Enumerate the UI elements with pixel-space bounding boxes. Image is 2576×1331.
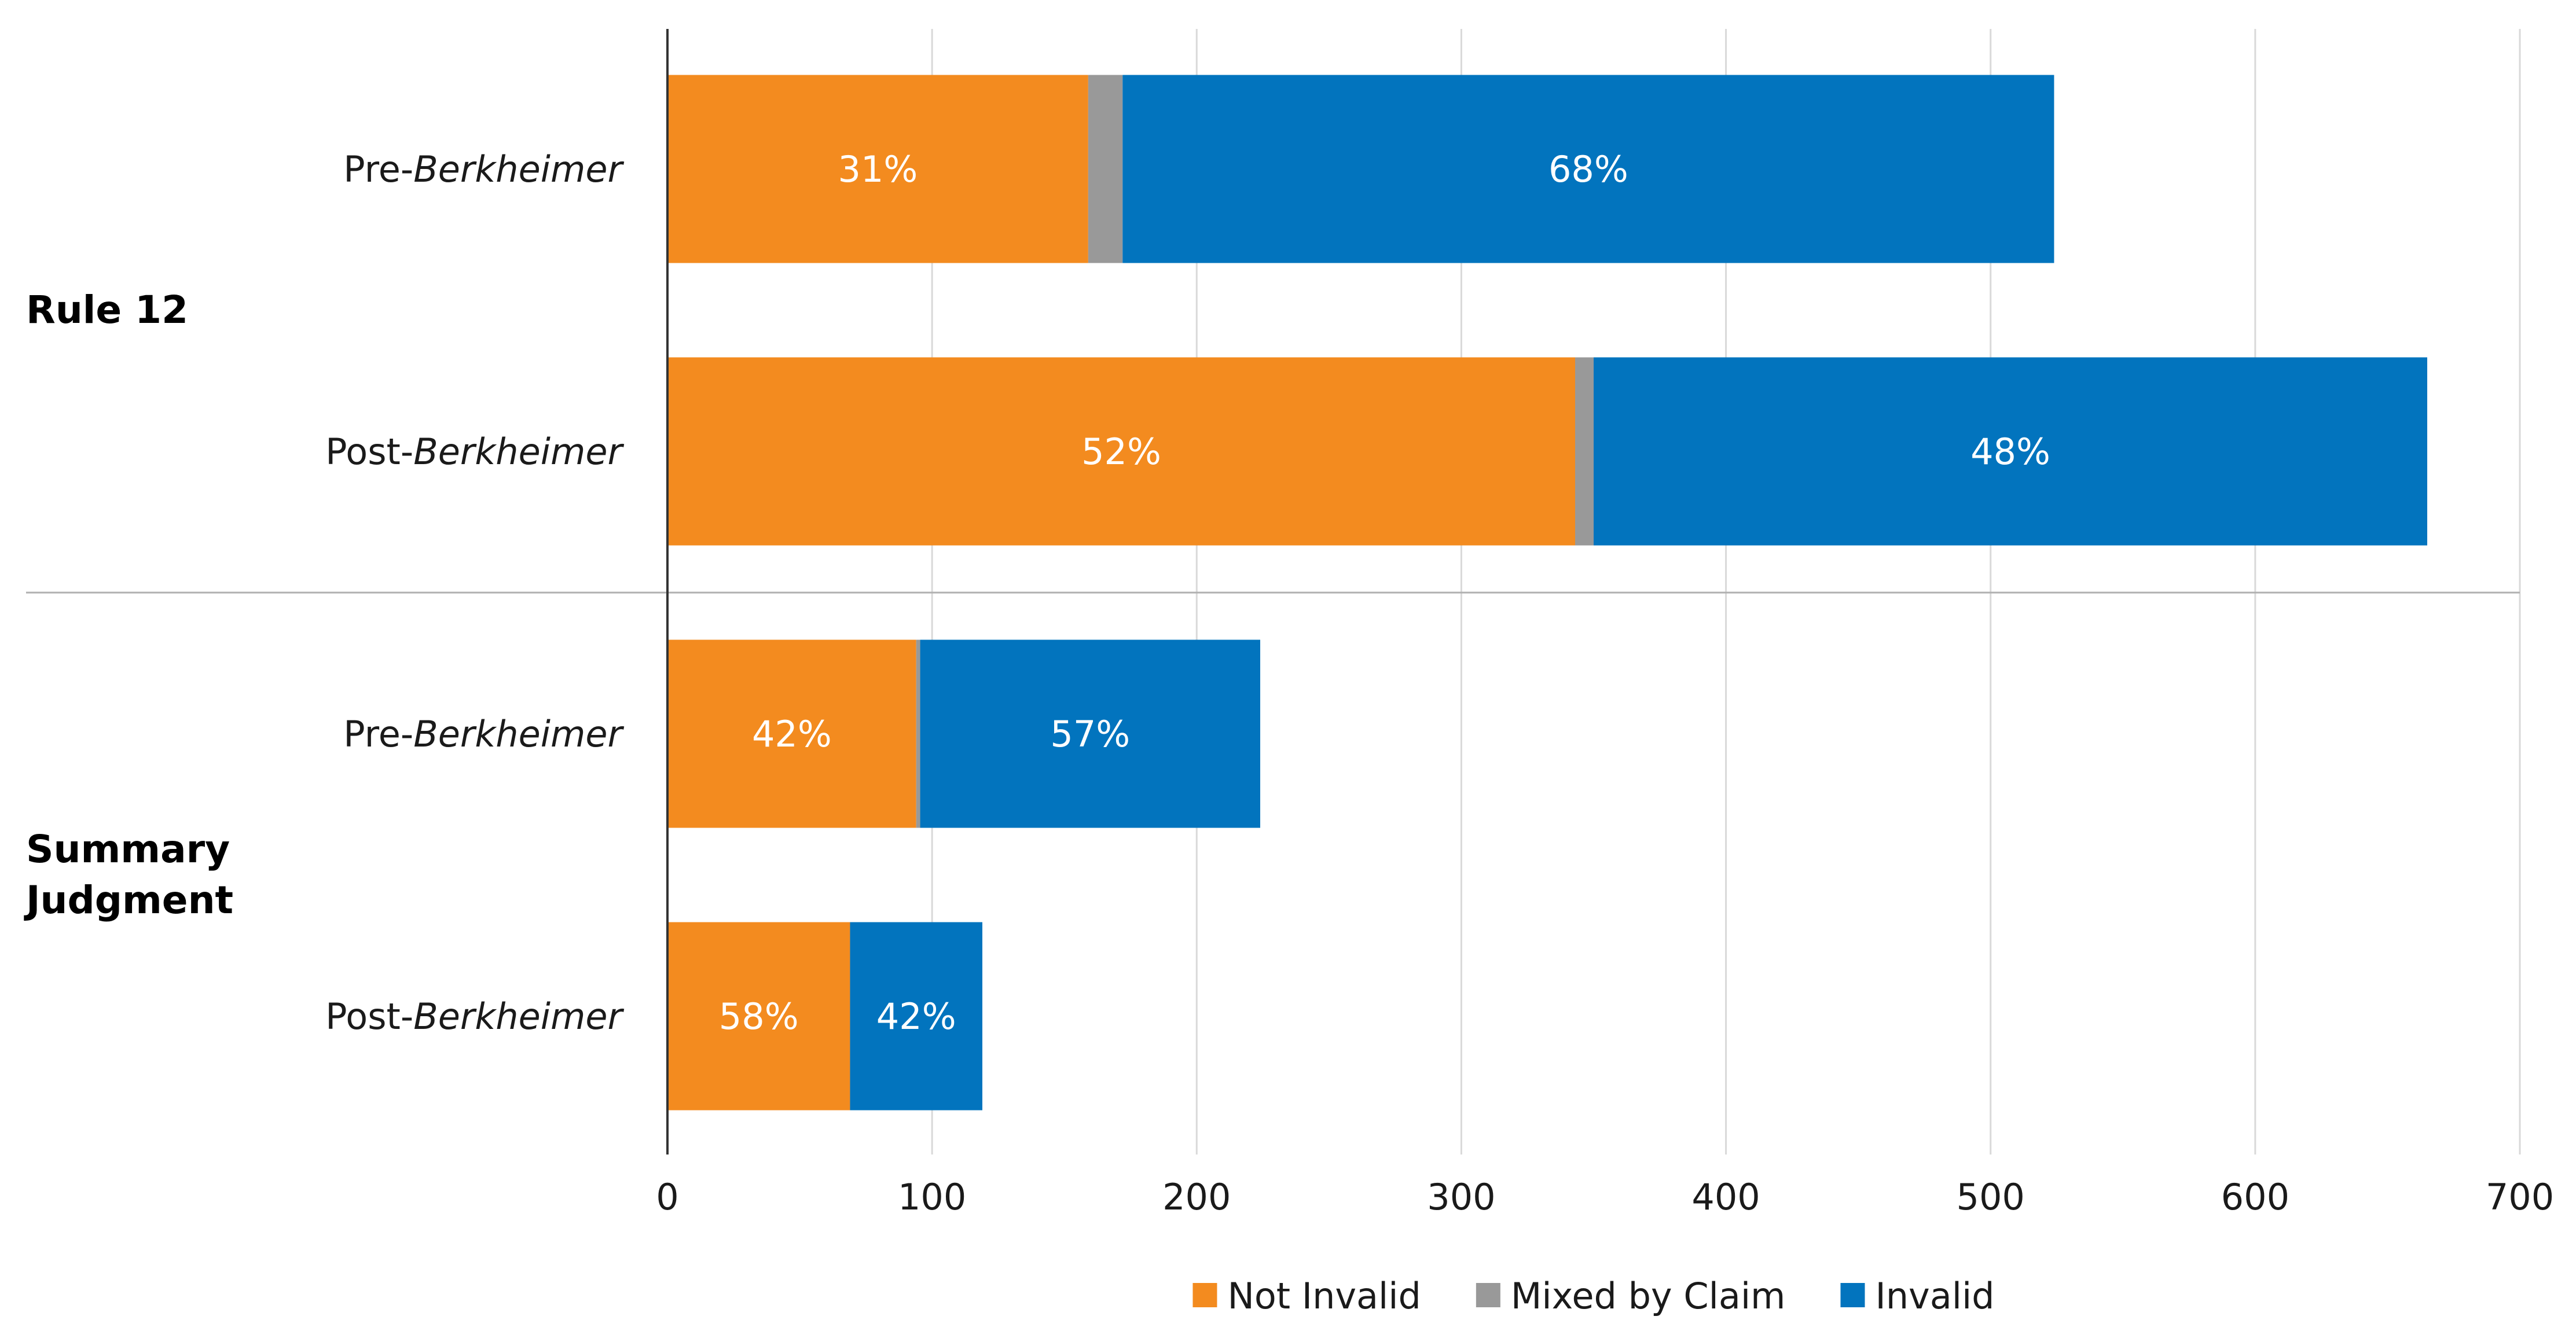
x-tick-label: 100 <box>898 1176 966 1218</box>
data-label: 57% <box>1050 713 1130 755</box>
legend-label: Mixed by Claim <box>1511 1275 1786 1317</box>
group-label: Rule 12 <box>26 288 188 332</box>
x-tick-label: 200 <box>1162 1176 1231 1218</box>
legend-swatch <box>1476 1283 1500 1307</box>
labels: 0100200300400500600700Rule 1231%68%Pre-B… <box>24 148 2554 1218</box>
legend-swatch <box>1192 1283 1217 1307</box>
data-label: 68% <box>1548 148 1628 190</box>
row-label-suffix: Berkheimer <box>413 431 624 473</box>
data-label: 58% <box>719 995 799 1038</box>
row-label: Post-Berkheimer <box>325 995 624 1038</box>
x-tick-label: 600 <box>2221 1176 2289 1218</box>
legend-swatch <box>1840 1283 1865 1307</box>
row-label: Pre-Berkheimer <box>343 713 624 755</box>
row-label-suffix: Berkheimer <box>413 713 624 755</box>
data-label: 52% <box>1081 431 1161 473</box>
bar-segment-mixed-by-claim <box>1575 358 1594 546</box>
row-label-prefix: Post- <box>325 431 413 473</box>
x-tick-label: 400 <box>1691 1176 1760 1218</box>
bar-segment-mixed-by-claim <box>1088 75 1122 263</box>
legend-label: Not Invalid <box>1227 1275 1421 1317</box>
legend: Not Invalid Mixed by Claim Invalid <box>1192 1275 1994 1317</box>
row-label-prefix: Pre- <box>343 713 413 755</box>
row-label-suffix: Berkheimer <box>413 148 624 190</box>
data-label: 48% <box>1970 431 2050 473</box>
data-label: 31% <box>838 148 918 190</box>
row-label: Post-Berkheimer <box>325 431 624 473</box>
data-label: 42% <box>752 713 832 755</box>
data-label: 42% <box>876 995 956 1038</box>
x-tick-label: 0 <box>656 1176 678 1218</box>
x-tick-label: 500 <box>1957 1176 2025 1218</box>
row-label: Pre-Berkheimer <box>343 148 624 190</box>
bar-segment-mixed-by-claim <box>916 640 920 828</box>
x-tick-label: 300 <box>1427 1176 1495 1218</box>
legend-label: Invalid <box>1875 1275 1994 1317</box>
row-label-prefix: Pre- <box>343 148 413 190</box>
row-label-suffix: Berkheimer <box>413 995 624 1038</box>
group-label: Judgment <box>24 878 233 922</box>
x-tick-label: 700 <box>2486 1176 2554 1218</box>
stacked-bar-chart: 0100200300400500600700Rule 1231%68%Pre-B… <box>0 0 2576 1331</box>
group-label: Summary <box>26 827 230 872</box>
row-label-prefix: Post- <box>325 995 413 1038</box>
